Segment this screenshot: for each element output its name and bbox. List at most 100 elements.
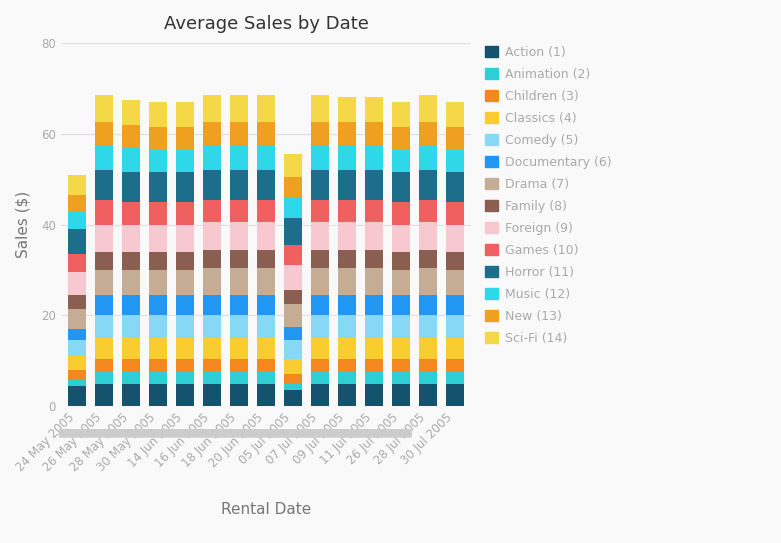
Bar — [95, 295, 112, 315]
Bar — [366, 268, 383, 295]
Bar — [257, 315, 275, 338]
Bar — [149, 338, 167, 358]
Bar — [312, 222, 329, 250]
Bar — [68, 295, 86, 308]
Bar — [312, 358, 329, 372]
Bar — [312, 145, 329, 170]
Bar — [177, 127, 194, 150]
Bar — [123, 270, 140, 295]
Bar — [366, 122, 383, 145]
Bar — [284, 218, 301, 245]
Bar — [203, 295, 221, 315]
Bar — [392, 338, 410, 358]
Bar — [392, 172, 410, 202]
Bar — [338, 268, 356, 295]
Bar — [203, 95, 221, 122]
Bar — [284, 327, 301, 340]
Bar — [392, 225, 410, 252]
Bar — [366, 295, 383, 315]
Bar — [338, 250, 356, 268]
Bar — [177, 358, 194, 372]
Bar — [284, 390, 301, 406]
Bar — [312, 372, 329, 383]
Bar — [68, 329, 86, 340]
Bar — [392, 127, 410, 150]
Bar — [68, 195, 86, 211]
Bar — [419, 338, 437, 358]
Bar — [284, 197, 301, 218]
Bar — [257, 145, 275, 170]
X-axis label: Rental Date: Rental Date — [221, 502, 311, 517]
Bar — [284, 340, 301, 358]
Bar — [446, 252, 464, 270]
Bar — [149, 358, 167, 372]
Bar — [203, 170, 221, 200]
Bar — [177, 102, 194, 127]
Bar — [419, 372, 437, 383]
Bar — [338, 295, 356, 315]
Bar — [177, 270, 194, 295]
Bar — [177, 372, 194, 383]
Bar — [446, 372, 464, 383]
Bar — [149, 315, 167, 338]
Bar — [123, 147, 140, 172]
Bar — [446, 315, 464, 338]
Bar — [177, 150, 194, 172]
Bar — [446, 358, 464, 372]
Bar — [230, 358, 248, 372]
Bar — [95, 225, 112, 252]
Bar — [149, 372, 167, 383]
Bar — [230, 145, 248, 170]
Bar — [419, 95, 437, 122]
Bar — [366, 383, 383, 406]
Bar — [68, 308, 86, 329]
Bar — [366, 315, 383, 338]
Bar — [419, 358, 437, 372]
Bar — [419, 268, 437, 295]
Bar — [257, 250, 275, 268]
Bar — [419, 383, 437, 406]
Bar — [284, 266, 301, 291]
Bar — [177, 252, 194, 270]
Bar — [230, 383, 248, 406]
Bar — [230, 295, 248, 315]
Bar — [338, 145, 356, 170]
Bar — [419, 222, 437, 250]
Bar — [149, 252, 167, 270]
Bar — [366, 358, 383, 372]
Bar — [123, 295, 140, 315]
Bar — [392, 295, 410, 315]
Bar — [446, 338, 464, 358]
Bar — [68, 370, 86, 379]
Bar — [123, 125, 140, 147]
Bar — [257, 295, 275, 315]
Bar — [312, 383, 329, 406]
Bar — [257, 200, 275, 222]
Bar — [230, 268, 248, 295]
Bar — [68, 272, 86, 295]
Bar — [284, 245, 301, 266]
Bar — [68, 175, 86, 195]
Bar — [95, 270, 112, 295]
Bar — [149, 295, 167, 315]
Bar — [230, 372, 248, 383]
Bar — [149, 383, 167, 406]
Bar — [149, 270, 167, 295]
Bar — [366, 200, 383, 222]
Bar — [177, 202, 194, 225]
Bar — [203, 372, 221, 383]
Bar — [338, 122, 356, 145]
Bar — [446, 172, 464, 202]
Bar — [177, 383, 194, 406]
Bar — [446, 270, 464, 295]
Bar — [95, 122, 112, 145]
Bar — [257, 95, 275, 122]
Bar — [203, 222, 221, 250]
Bar — [312, 268, 329, 295]
Bar — [392, 383, 410, 406]
Bar — [446, 202, 464, 225]
Bar — [123, 172, 140, 202]
Bar — [419, 250, 437, 268]
Bar — [257, 222, 275, 250]
Bar — [149, 150, 167, 172]
